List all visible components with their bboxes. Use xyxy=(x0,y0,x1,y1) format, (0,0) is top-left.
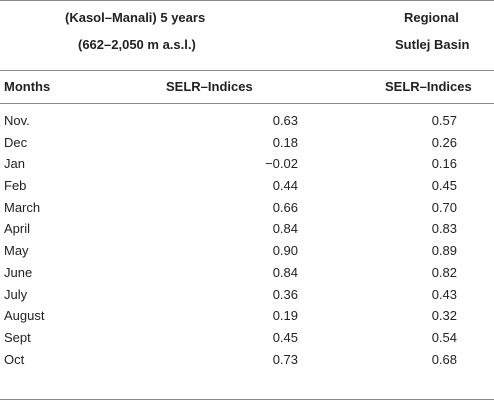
month-cell: Sept xyxy=(4,329,31,345)
table-row: July 0.36 0.43 xyxy=(0,287,494,309)
month-cell: August xyxy=(4,308,45,324)
column-header-months: Months xyxy=(4,79,51,94)
month-cell: March xyxy=(4,199,41,215)
selr-kasol-cell: 0.90 xyxy=(272,243,298,259)
selr-regional-cell: 0.54 xyxy=(431,329,457,345)
table-row: Nov. 0.63 0.57 xyxy=(0,113,494,135)
selr-regional-cell: 0.32 xyxy=(431,308,457,324)
selr-kasol-cell: 0.44 xyxy=(272,178,298,194)
selr-regional-cell: 0.70 xyxy=(431,199,457,215)
kasol-header-elevation: (662–2,050 m a.s.l.) xyxy=(78,37,196,52)
table-row: March 0.66 0.70 xyxy=(0,200,494,222)
month-cell: July xyxy=(4,286,28,302)
selr-kasol-cell: 0.19 xyxy=(272,308,298,324)
column-header-selr-kasol: SELR–Indices xyxy=(166,79,253,94)
selr-regional-cell: 0.43 xyxy=(431,286,457,302)
column-header-selr-regional: SELR–Indices xyxy=(385,79,472,94)
selr-regional-cell: 0.68 xyxy=(431,351,457,367)
selr-regional-cell: 0.83 xyxy=(431,221,457,237)
regional-header-title: Regional xyxy=(404,10,459,25)
selr-regional-cell: 0.57 xyxy=(431,113,457,128)
selr-kasol-cell: 0.63 xyxy=(272,113,298,128)
selr-kasol-cell: 0.73 xyxy=(272,351,298,367)
table-row: April 0.84 0.83 xyxy=(0,221,494,243)
month-cell: Jan xyxy=(4,156,25,172)
selr-kasol-cell: 0.18 xyxy=(272,134,298,150)
table-body: Nov. 0.63 0.57 Dec 0.18 0.26 Jan −0.02 0… xyxy=(0,113,494,373)
selr-kasol-cell: 0.66 xyxy=(272,199,298,215)
selr-kasol-cell: 0.84 xyxy=(272,221,298,237)
selr-kasol-cell: 0.45 xyxy=(272,329,298,345)
table-row: Feb 0.44 0.45 xyxy=(0,178,494,200)
kasol-header-title: (Kasol–Manali) 5 years xyxy=(65,10,206,25)
table-row: May 0.90 0.89 xyxy=(0,243,494,265)
table-bottom-rule xyxy=(0,399,494,400)
table-row: June 0.84 0.82 xyxy=(0,265,494,287)
selr-kasol-cell: 0.36 xyxy=(272,286,298,302)
month-cell: Dec xyxy=(4,134,28,150)
table-row: August 0.19 0.32 xyxy=(0,308,494,330)
selr-regional-cell: 0.16 xyxy=(431,156,457,172)
month-cell: April xyxy=(4,221,31,237)
table-row: Dec 0.18 0.26 xyxy=(0,135,494,157)
month-cell: Nov. xyxy=(4,113,30,128)
month-cell: June xyxy=(4,264,33,280)
selr-kasol-cell: 0.84 xyxy=(272,264,298,280)
column-header-rule xyxy=(0,103,494,104)
table-row: Jan −0.02 0.16 xyxy=(0,156,494,178)
month-cell: Oct xyxy=(4,351,25,367)
selr-regional-cell: 0.89 xyxy=(431,243,457,259)
header-divider-rule xyxy=(0,70,494,71)
selr-regional-cell: 0.45 xyxy=(431,178,457,194)
table-top-rule xyxy=(0,0,494,1)
month-cell: May xyxy=(4,243,29,259)
regional-header-basin: Sutlej Basin xyxy=(395,37,470,52)
selr-regional-cell: 0.82 xyxy=(431,264,457,280)
table-row: Sept 0.45 0.54 xyxy=(0,330,494,352)
month-cell: Feb xyxy=(4,178,27,194)
table-row: Oct 0.73 0.68 xyxy=(0,352,494,374)
selr-kasol-cell: −0.02 xyxy=(265,156,298,172)
selr-regional-cell: 0.26 xyxy=(431,134,457,150)
